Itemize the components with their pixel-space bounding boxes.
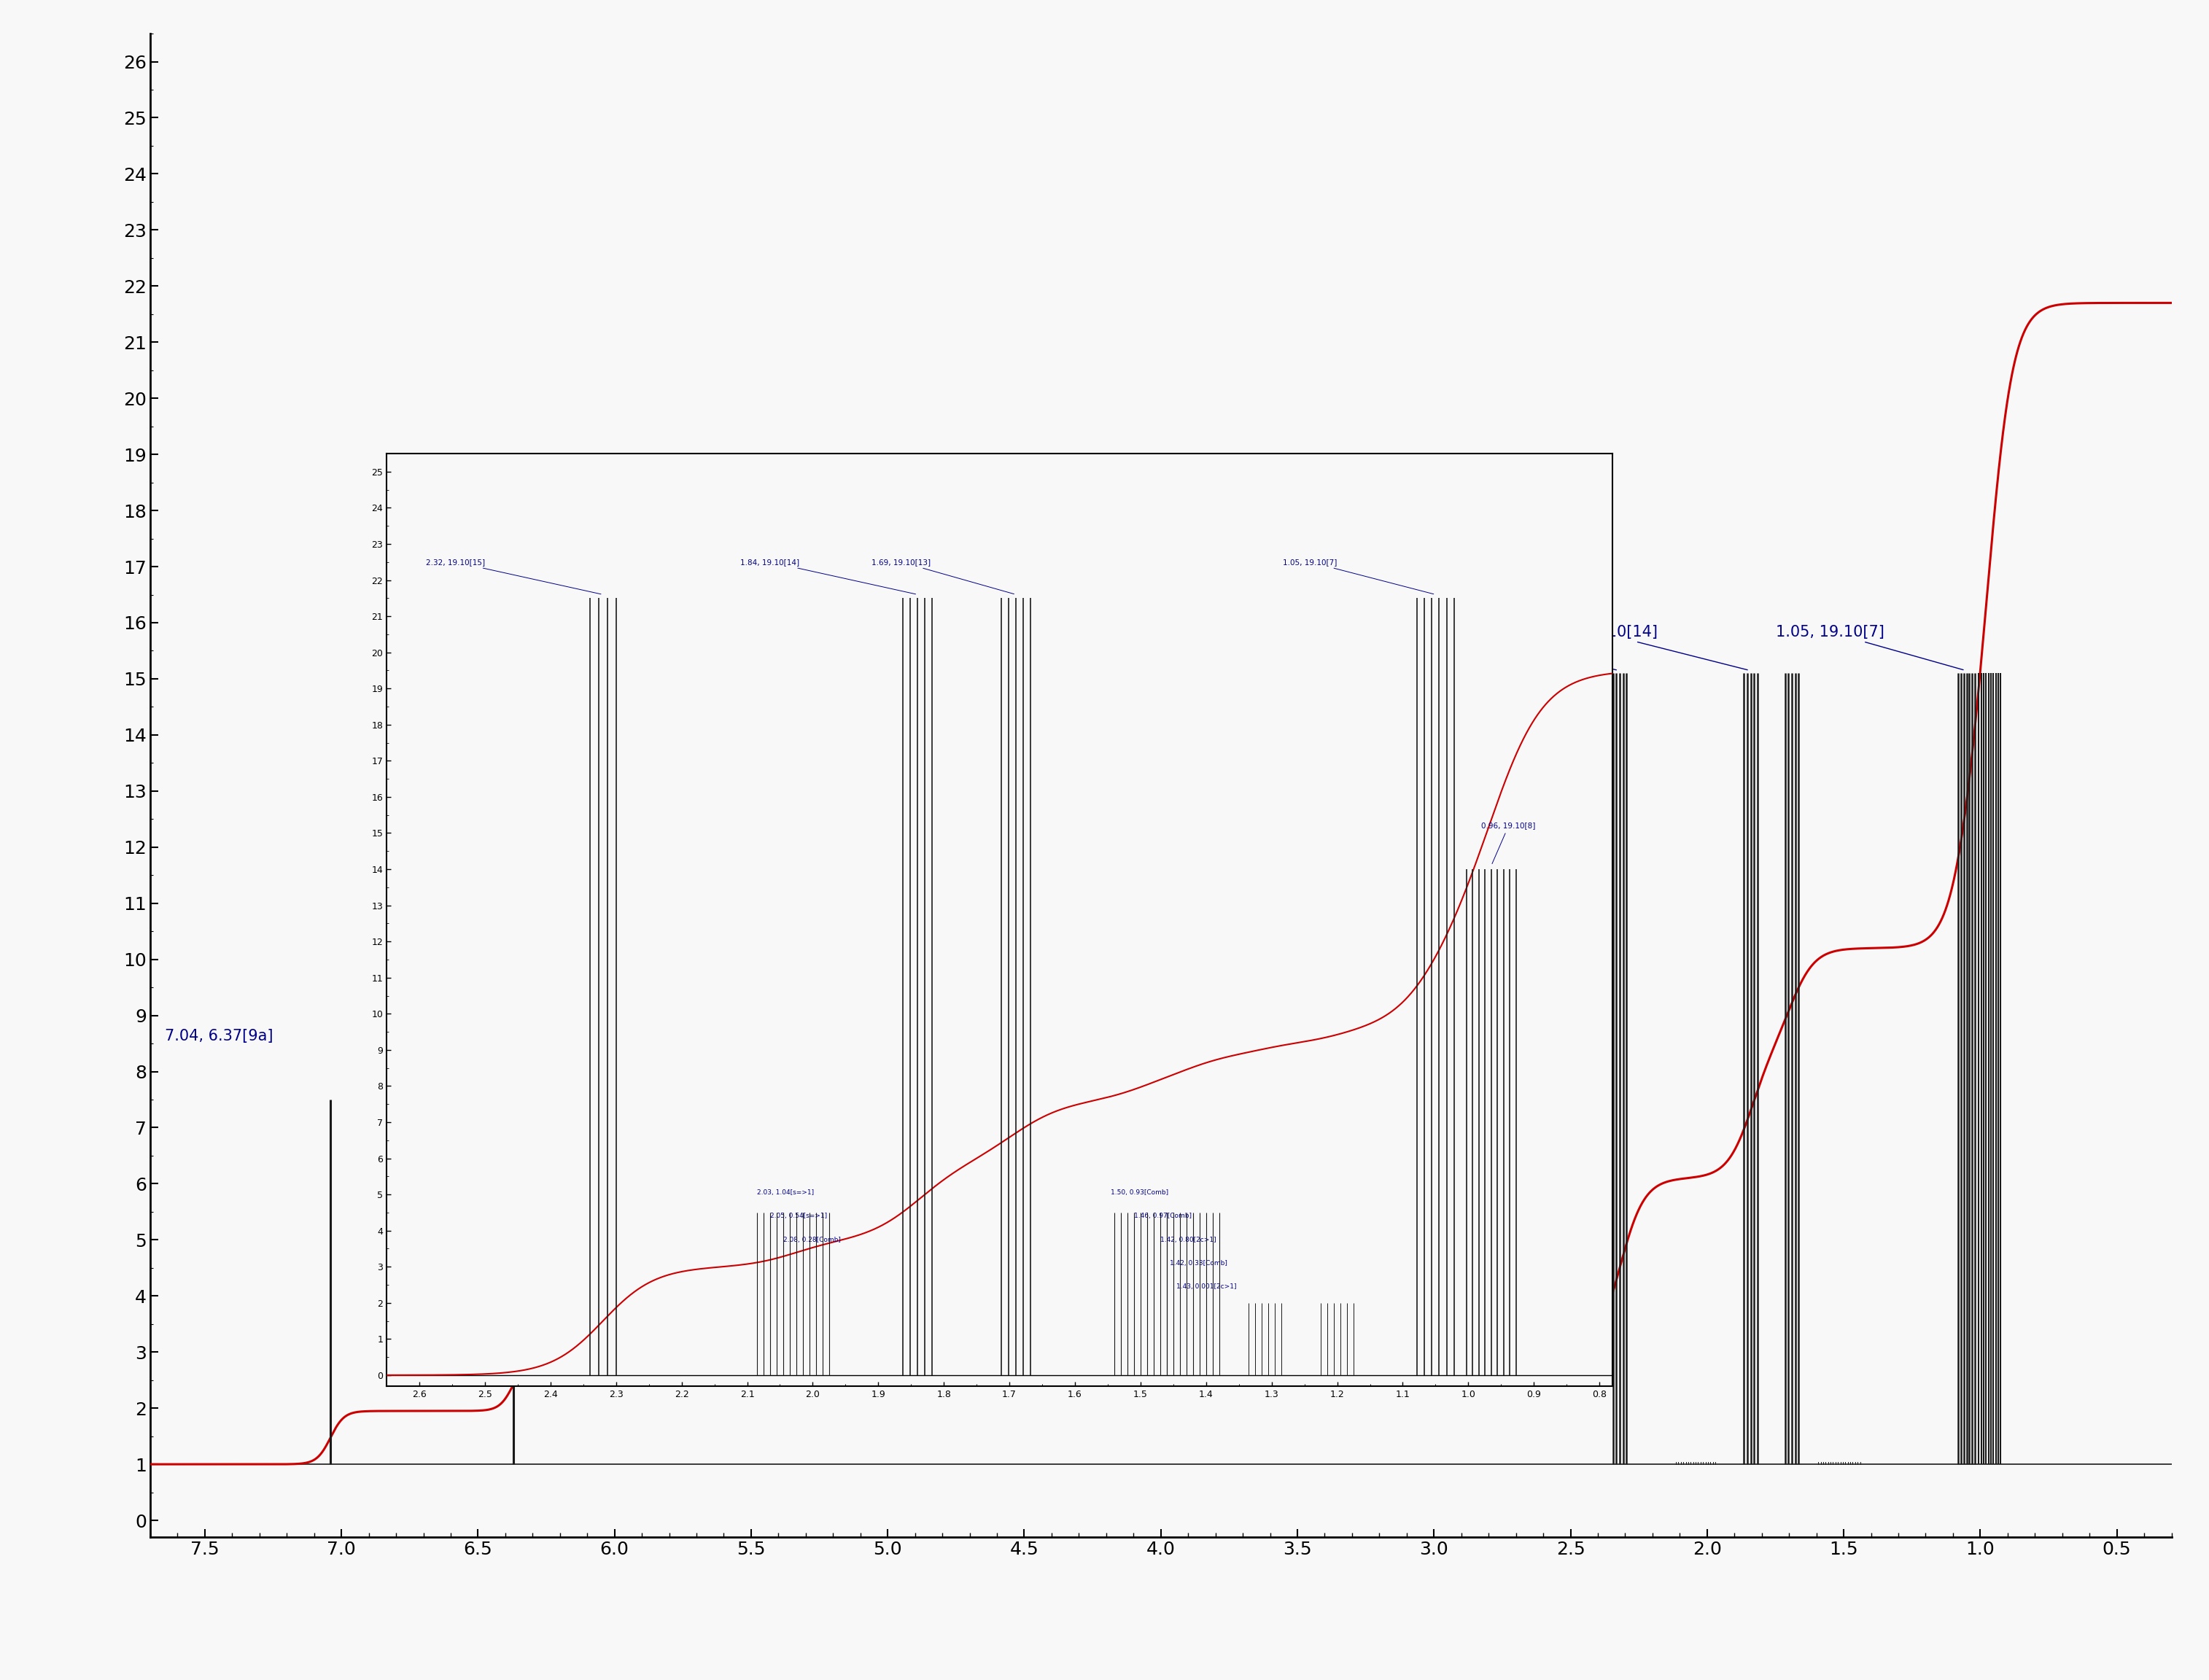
Text: 0.96, 19.10[8]: 0.96, 19.10[8] — [1482, 822, 1535, 864]
Text: 1.84, 19.10[14]: 1.84, 19.10[14] — [1540, 625, 1747, 670]
Text: 1.69, 19.10[13]: 1.69, 19.10[13] — [873, 558, 1014, 595]
Text: 1.50, 0.93[Comb]: 1.50, 0.93[Comb] — [1111, 1189, 1169, 1196]
Text: 1.43, 0.001[2c>1]: 1.43, 0.001[2c>1] — [1177, 1284, 1237, 1290]
Text: 2.08, 0.28[Comb]: 2.08, 0.28[Comb] — [784, 1236, 842, 1243]
Text: 1.84, 19.10[14]: 1.84, 19.10[14] — [740, 558, 917, 595]
Text: 2.05, 0.54[s=>1]: 2.05, 0.54[s=>1] — [771, 1213, 826, 1220]
Text: 2.32, 19.10[15]: 2.32, 19.10[15] — [426, 558, 601, 595]
Text: 1.42, 0.80[2c>1]: 1.42, 0.80[2c>1] — [1160, 1236, 1217, 1243]
Text: 1.42, 0.33[Comb]: 1.42, 0.33[Comb] — [1171, 1260, 1228, 1267]
Text: 7.04, 6.37[9a]: 7.04, 6.37[9a] — [166, 1028, 274, 1043]
Text: 1.05, 19.10[7]: 1.05, 19.10[7] — [1283, 558, 1434, 595]
Text: 1.46, 0.97[Comb]: 1.46, 0.97[Comb] — [1133, 1213, 1191, 1220]
Text: 2.03, 1.04[s=>1]: 2.03, 1.04[s=>1] — [758, 1189, 813, 1196]
Text: 2.32, 19.10[15]: 2.32, 19.10[15] — [1392, 625, 1617, 670]
Text: 1.05, 19.10[7]: 1.05, 19.10[7] — [1776, 625, 1964, 670]
